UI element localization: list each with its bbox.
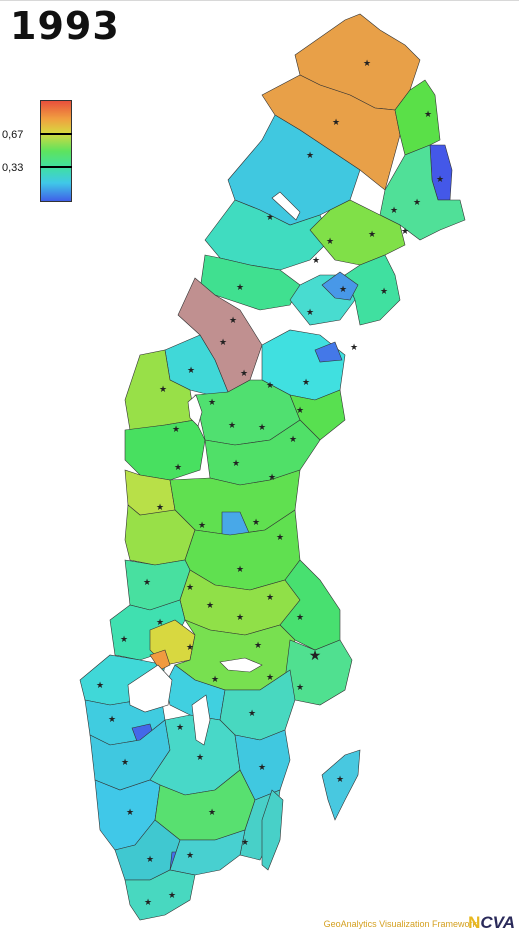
star-icon: ★ [296,613,304,623]
star-icon: ★ [121,758,129,768]
star-icon: ★ [236,565,244,575]
star-icon: ★ [424,110,432,120]
star-icon: ★ [350,343,358,353]
region-lulea[interactable] [309,199,406,266]
region-skelleftea[interactable] [344,254,401,326]
star-icon: ★ [309,648,322,664]
lake-hornavan [271,191,301,221]
star-icon: ★ [206,601,214,611]
star-icon: ★ [436,175,444,185]
lower-threshold-mark [40,166,72,168]
star-icon: ★ [336,775,344,785]
star-icon: ★ [401,227,409,237]
star-icon: ★ [332,118,340,128]
upper-threshold-mark [40,133,72,135]
star-icon: ★ [198,521,206,531]
star-icon: ★ [390,206,398,216]
star-icon: ★ [126,808,134,818]
region-oland[interactable] [261,789,284,871]
star-icon: ★ [186,643,194,653]
region-gotland[interactable] [321,749,361,821]
region-amal[interactable] [149,649,171,671]
region-malmo[interactable] [124,869,196,921]
star-icon: ★ [241,838,249,848]
star-icon: ★ [266,213,274,223]
star-icon: ★ [266,381,274,391]
star-icon: ★ [252,518,260,528]
star-icon: ★ [187,366,195,376]
star-icon: ★ [208,398,216,408]
lake-malaren [219,657,263,673]
star-icon: ★ [219,338,227,348]
ncva-logo: NCVA [468,913,515,932]
star-icon: ★ [96,681,104,691]
star-icon: ★ [186,583,194,593]
star-icon: ★ [258,763,266,773]
star-icon: ★ [159,385,167,395]
star-icon: ★ [266,673,274,683]
region-vannas[interactable] [314,341,343,363]
star-icon: ★ [236,283,244,293]
star-icon: ★ [120,635,128,645]
star-icon: ★ [172,425,180,435]
lake-storsjon [187,394,203,427]
star-icon: ★ [236,613,244,623]
lake-vanern [127,664,173,713]
star-icon: ★ [176,723,184,733]
star-icon: ★ [363,59,371,69]
top-rule [0,0,519,1]
star-icon: ★ [229,316,237,326]
star-icon: ★ [380,287,388,297]
year-title: 1993 [10,4,120,48]
star-icon: ★ [296,683,304,693]
star-icon: ★ [156,618,164,628]
star-icon: ★ [276,533,284,543]
star-icon: ★ [254,641,262,651]
lower-threshold-label: 0,33 [2,162,24,174]
star-icon: ★ [211,675,219,685]
star-icon: ★ [302,378,310,388]
star-icon: ★ [339,285,347,295]
star-icon: ★ [143,578,151,588]
color-scale-bar [40,100,72,202]
star-icon: ★ [296,406,304,416]
star-icon: ★ [289,435,297,445]
municipality-markers: ★ ★ ★ ★ ★ ★ ★ ★ ★ ★ ★ ★ ★ ★ ★ ★ ★ ★ ★ ★ … [96,59,444,908]
star-icon: ★ [196,753,204,763]
star-icon: ★ [208,808,216,818]
star-icon: ★ [266,593,274,603]
star-icon: ★ [248,709,256,719]
star-icon: ★ [144,898,152,908]
star-icon: ★ [312,256,320,266]
star-icon: ★ [108,715,116,725]
lake-vattern [191,694,211,746]
star-icon: ★ [146,855,154,865]
star-icon: ★ [156,503,164,513]
star-icon: ★ [268,473,276,483]
star-icon: ★ [306,308,314,318]
star-icon: ★ [240,369,248,379]
region-berg[interactable] [124,419,206,481]
star-icon: ★ [413,198,421,208]
star-icon: ★ [186,851,194,861]
star-icon: ★ [258,423,266,433]
star-icon: ★ [326,237,334,247]
star-icon: ★ [368,230,376,240]
region-mala[interactable] [321,271,359,301]
star-icon: ★ [228,421,236,431]
framework-credit: GeoAnalytics Visualization Framework [323,919,477,929]
upper-threshold-label: 0,67 [2,129,24,141]
star-icon: ★ [174,463,182,473]
star-icon: ★ [168,891,176,901]
star-icon: ★ [306,151,314,161]
star-icon: ★ [232,459,240,469]
